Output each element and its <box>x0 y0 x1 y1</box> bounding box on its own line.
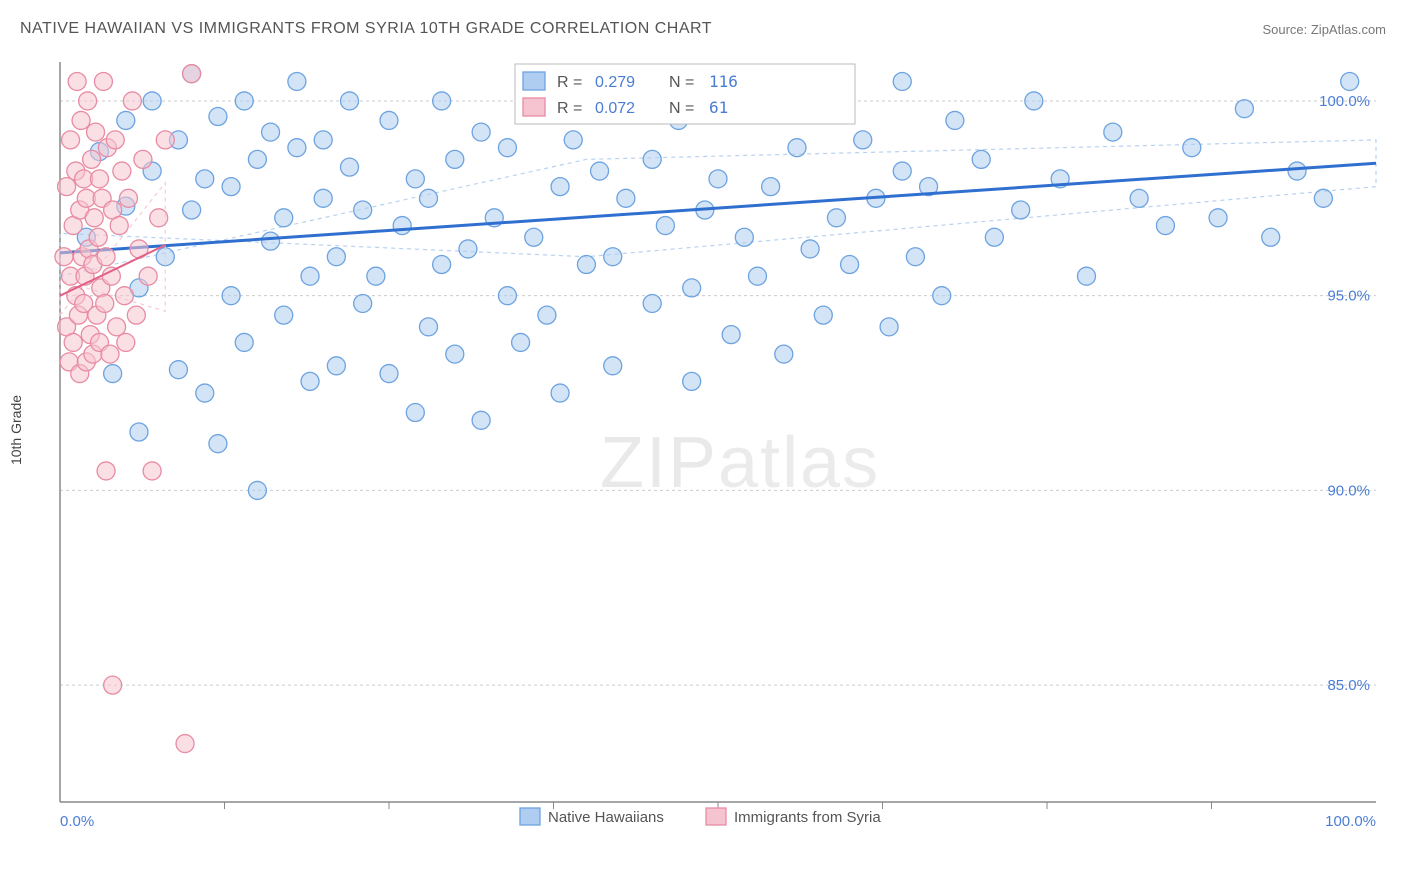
svg-text:N =: N = <box>669 100 694 117</box>
svg-text:95.0%: 95.0% <box>1327 288 1370 305</box>
svg-text:0.0%: 0.0% <box>60 813 94 830</box>
scatter-chart: 85.0% 90.0% 95.0% 100.0% 0.0% 100.0% R = 0.279 N… <box>50 52 1386 832</box>
svg-text:0.072: 0.072 <box>595 100 635 117</box>
svg-text:116: 116 <box>709 72 738 91</box>
chart-area: 85.0% 90.0% 95.0% 100.0% 0.0% 100.0% R = 0.279 N… <box>50 52 1386 832</box>
svg-text:0.279: 0.279 <box>595 74 635 91</box>
source-attribution: Source: ZipAtlas.com <box>1262 22 1386 37</box>
svg-text:R =: R = <box>557 100 582 117</box>
svg-text:85.0%: 85.0% <box>1327 677 1370 694</box>
y-axis-label: 10th Grade <box>8 395 24 465</box>
svg-text:N =: N = <box>669 74 694 91</box>
svg-text:100.0%: 100.0% <box>1319 93 1370 110</box>
svg-text:R =: R = <box>557 74 582 91</box>
svg-text:61: 61 <box>709 98 728 117</box>
svg-text:Native Hawaiians: Native Hawaiians <box>548 809 664 826</box>
svg-text:100.0%: 100.0% <box>1325 813 1376 830</box>
chart-title: NATIVE HAWAIIAN VS IMMIGRANTS FROM SYRIA… <box>20 20 712 38</box>
svg-text:Immigrants from Syria: Immigrants from Syria <box>734 809 881 826</box>
svg-text:90.0%: 90.0% <box>1327 482 1370 499</box>
